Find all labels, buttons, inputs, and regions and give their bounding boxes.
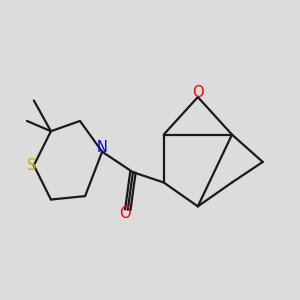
Text: O: O [192, 85, 204, 100]
Text: O: O [119, 206, 131, 221]
Text: N: N [97, 140, 108, 155]
Text: S: S [27, 158, 37, 173]
